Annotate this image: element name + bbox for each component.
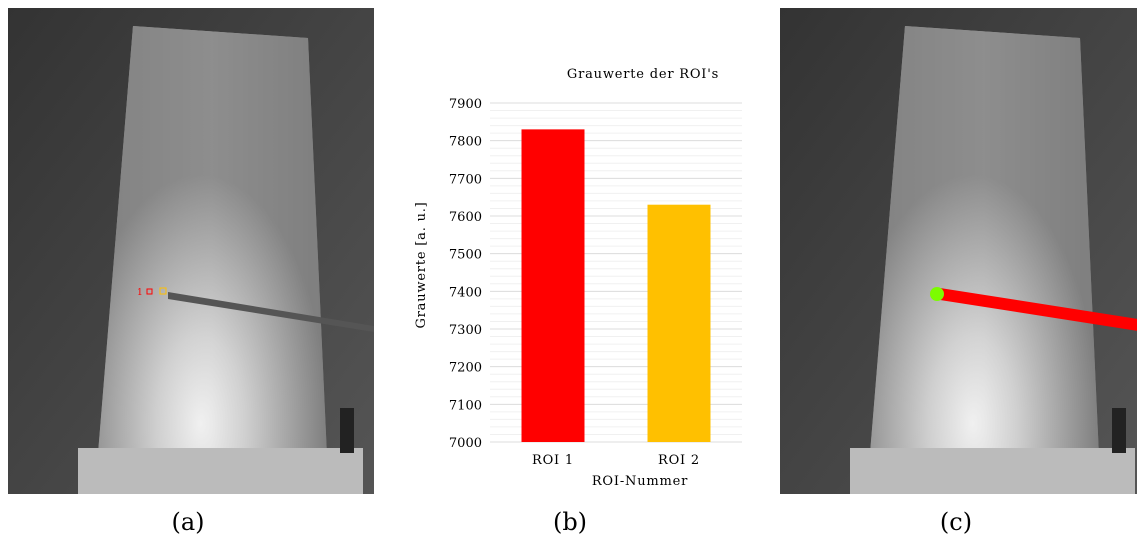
x-axis-label: ROI-Nummer bbox=[592, 474, 688, 489]
y-tick-label: 7400 bbox=[449, 285, 482, 300]
chart-title: Grauwerte der ROI's bbox=[567, 67, 719, 82]
y-tick-label: 7800 bbox=[449, 135, 482, 150]
image-panel-a: 1 bbox=[8, 8, 374, 494]
y-tick-label: 7200 bbox=[449, 361, 482, 376]
y-tick-labels: 7000 7100 7200 7300 7400 7500 7600 7700 7800 7900 bbox=[449, 97, 482, 451]
y-tick-label: 7100 bbox=[449, 398, 482, 413]
y-tick-label: 7000 bbox=[449, 436, 482, 451]
caption-b: (b) bbox=[552, 508, 588, 536]
roi-1-marker bbox=[146, 288, 153, 295]
x-tick-label: ROI 2 bbox=[658, 453, 700, 468]
overlay-marker bbox=[930, 287, 944, 301]
bar-roi-2 bbox=[647, 204, 711, 442]
roi-1-label: 1 bbox=[137, 288, 143, 298]
overlay-line bbox=[940, 288, 1137, 331]
chart-bars bbox=[521, 129, 711, 442]
caption-a: (a) bbox=[171, 508, 205, 536]
bar-chart: 7000 7100 7200 7300 7400 7500 7600 7700 7800 7900… bbox=[414, 67, 742, 489]
caption-c: (c) bbox=[939, 508, 973, 536]
bar-roi-1 bbox=[521, 129, 585, 442]
x-tick-labels: ROI 1 ROI 2 bbox=[532, 453, 700, 468]
y-tick-label: 7500 bbox=[449, 248, 482, 263]
image-panel-c bbox=[780, 8, 1137, 494]
blade-photo-a: 1 bbox=[8, 8, 374, 494]
y-tick-label: 7300 bbox=[449, 323, 482, 338]
roi-2-marker bbox=[159, 287, 167, 295]
y-tick-label: 7700 bbox=[449, 172, 482, 187]
y-tick-label: 7600 bbox=[449, 210, 482, 225]
x-tick-label: ROI 1 bbox=[532, 453, 574, 468]
y-axis-label: Grauwerte [a. u.] bbox=[414, 201, 429, 328]
bar-chart-panel: 7000 7100 7200 7300 7400 7500 7600 7700 7800 7900… bbox=[395, 55, 755, 495]
blade-photo-c bbox=[780, 8, 1137, 494]
y-tick-label: 7900 bbox=[449, 97, 482, 112]
